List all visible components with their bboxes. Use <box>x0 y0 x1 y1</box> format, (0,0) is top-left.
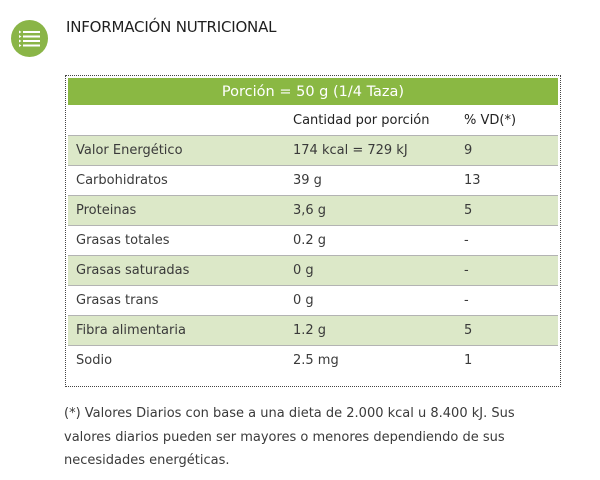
nutrient-amount: 0 g <box>285 285 456 316</box>
nutrient-name: Grasas totales <box>68 225 285 256</box>
column-header-amount: Cantidad por porción <box>285 105 456 136</box>
nutrient-vd: 9 <box>456 135 558 166</box>
nutrient-amount: 0.2 g <box>285 225 456 256</box>
nutrient-vd: - <box>456 285 558 316</box>
portion-header: Porción = 50 g (1/4 Taza) <box>68 78 558 105</box>
table-row: Grasas saturadas 0 g - <box>68 255 558 286</box>
nutrition-table: Porción = 50 g (1/4 Taza) Cantidad por p… <box>65 75 561 387</box>
footnote: (*) Valores Diarios con base a una dieta… <box>64 406 515 468</box>
table-row: Sodio 2.5 mg 1 <box>68 345 558 375</box>
nutrient-name: Sodio <box>68 345 285 375</box>
column-header-nutrient <box>68 105 285 136</box>
nutrient-vd: - <box>456 225 558 256</box>
list-icon <box>11 20 48 57</box>
nutrient-vd: 5 <box>456 315 558 346</box>
nutrient-name: Grasas trans <box>68 285 285 316</box>
table-row: Carbohidratos 39 g 13 <box>68 165 558 196</box>
table-row: Proteinas 3,6 g 5 <box>68 195 558 226</box>
table-row: Fibra alimentaria 1.2 g 5 <box>68 315 558 346</box>
nutrient-name: Grasas saturadas <box>68 255 285 286</box>
table-row: Grasas trans 0 g - <box>68 285 558 316</box>
nutrient-amount: 174 kcal = 729 kJ <box>285 135 456 166</box>
table-row: Grasas totales 0.2 g - <box>68 225 558 256</box>
table-row: Valor Energético 174 kcal = 729 kJ 9 <box>68 135 558 166</box>
nutrient-vd: 5 <box>456 195 558 226</box>
nutrient-name: Fibra alimentaria <box>68 315 285 346</box>
column-header-vd: % VD(*) <box>456 105 558 136</box>
nutrient-amount: 0 g <box>285 255 456 286</box>
nutrient-name: Proteinas <box>68 195 285 226</box>
nutrient-amount: 2.5 mg <box>285 345 456 375</box>
nutrient-vd: 1 <box>456 345 558 375</box>
nutrient-name: Valor Energético <box>68 135 285 166</box>
nutrient-amount: 3,6 g <box>285 195 456 226</box>
nutrient-vd: - <box>456 255 558 286</box>
section-title: INFORMACIÓN NUTRICIONAL <box>66 18 277 36</box>
nutrient-name: Carbohidratos <box>68 165 285 196</box>
nutrient-amount: 1.2 g <box>285 315 456 346</box>
nutrient-amount: 39 g <box>285 165 456 196</box>
nutrient-vd: 13 <box>456 165 558 196</box>
